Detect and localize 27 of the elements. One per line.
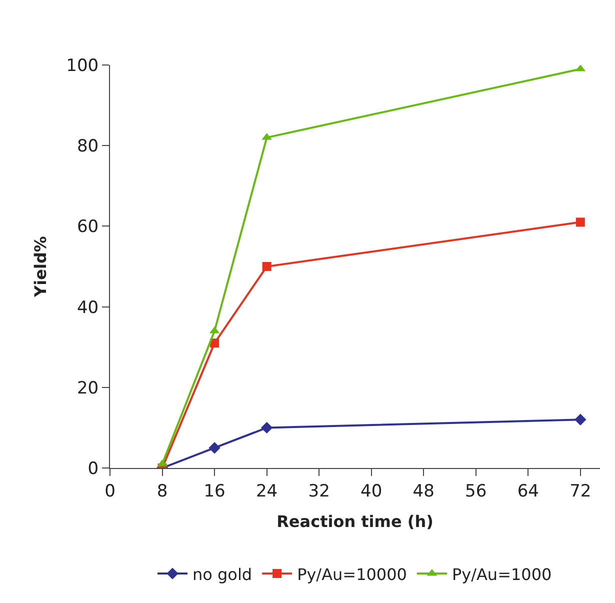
- x-tick-label: 72: [570, 481, 592, 502]
- point: [574, 414, 586, 426]
- y-tick-label: 40: [76, 298, 99, 318]
- y-tick-label: 0: [88, 458, 99, 479]
- legend-label: no gold: [192, 564, 252, 584]
- x-tick-label: 0: [104, 481, 116, 502]
- x-tick-label: 24: [256, 481, 278, 502]
- point: [262, 262, 272, 271]
- x-tick-label: 16: [204, 481, 226, 502]
- x-tick-label: 64: [517, 481, 539, 502]
- x-tick-label: 32: [308, 481, 330, 502]
- point: [157, 459, 168, 466]
- y-tick-label: 80: [76, 136, 99, 157]
- point: [260, 422, 273, 434]
- legend-label: Py/Au=1000: [452, 564, 552, 584]
- x-tick-label: 56: [465, 481, 487, 502]
- point: [208, 442, 220, 454]
- y-tick-label: 60: [76, 217, 99, 238]
- y-tick-label: 100: [66, 56, 99, 76]
- x-tick-label: 8: [156, 481, 168, 502]
- y-axis-title: Yield%: [31, 236, 50, 298]
- x-tick-label: 48: [412, 481, 434, 502]
- y-tick-label: 20: [76, 378, 99, 398]
- legend-label: Py/Au=10000: [297, 564, 407, 584]
- x-axis-title: Reaction time (h): [276, 512, 434, 532]
- x-tick-label: 40: [360, 481, 382, 502]
- point: [576, 218, 585, 227]
